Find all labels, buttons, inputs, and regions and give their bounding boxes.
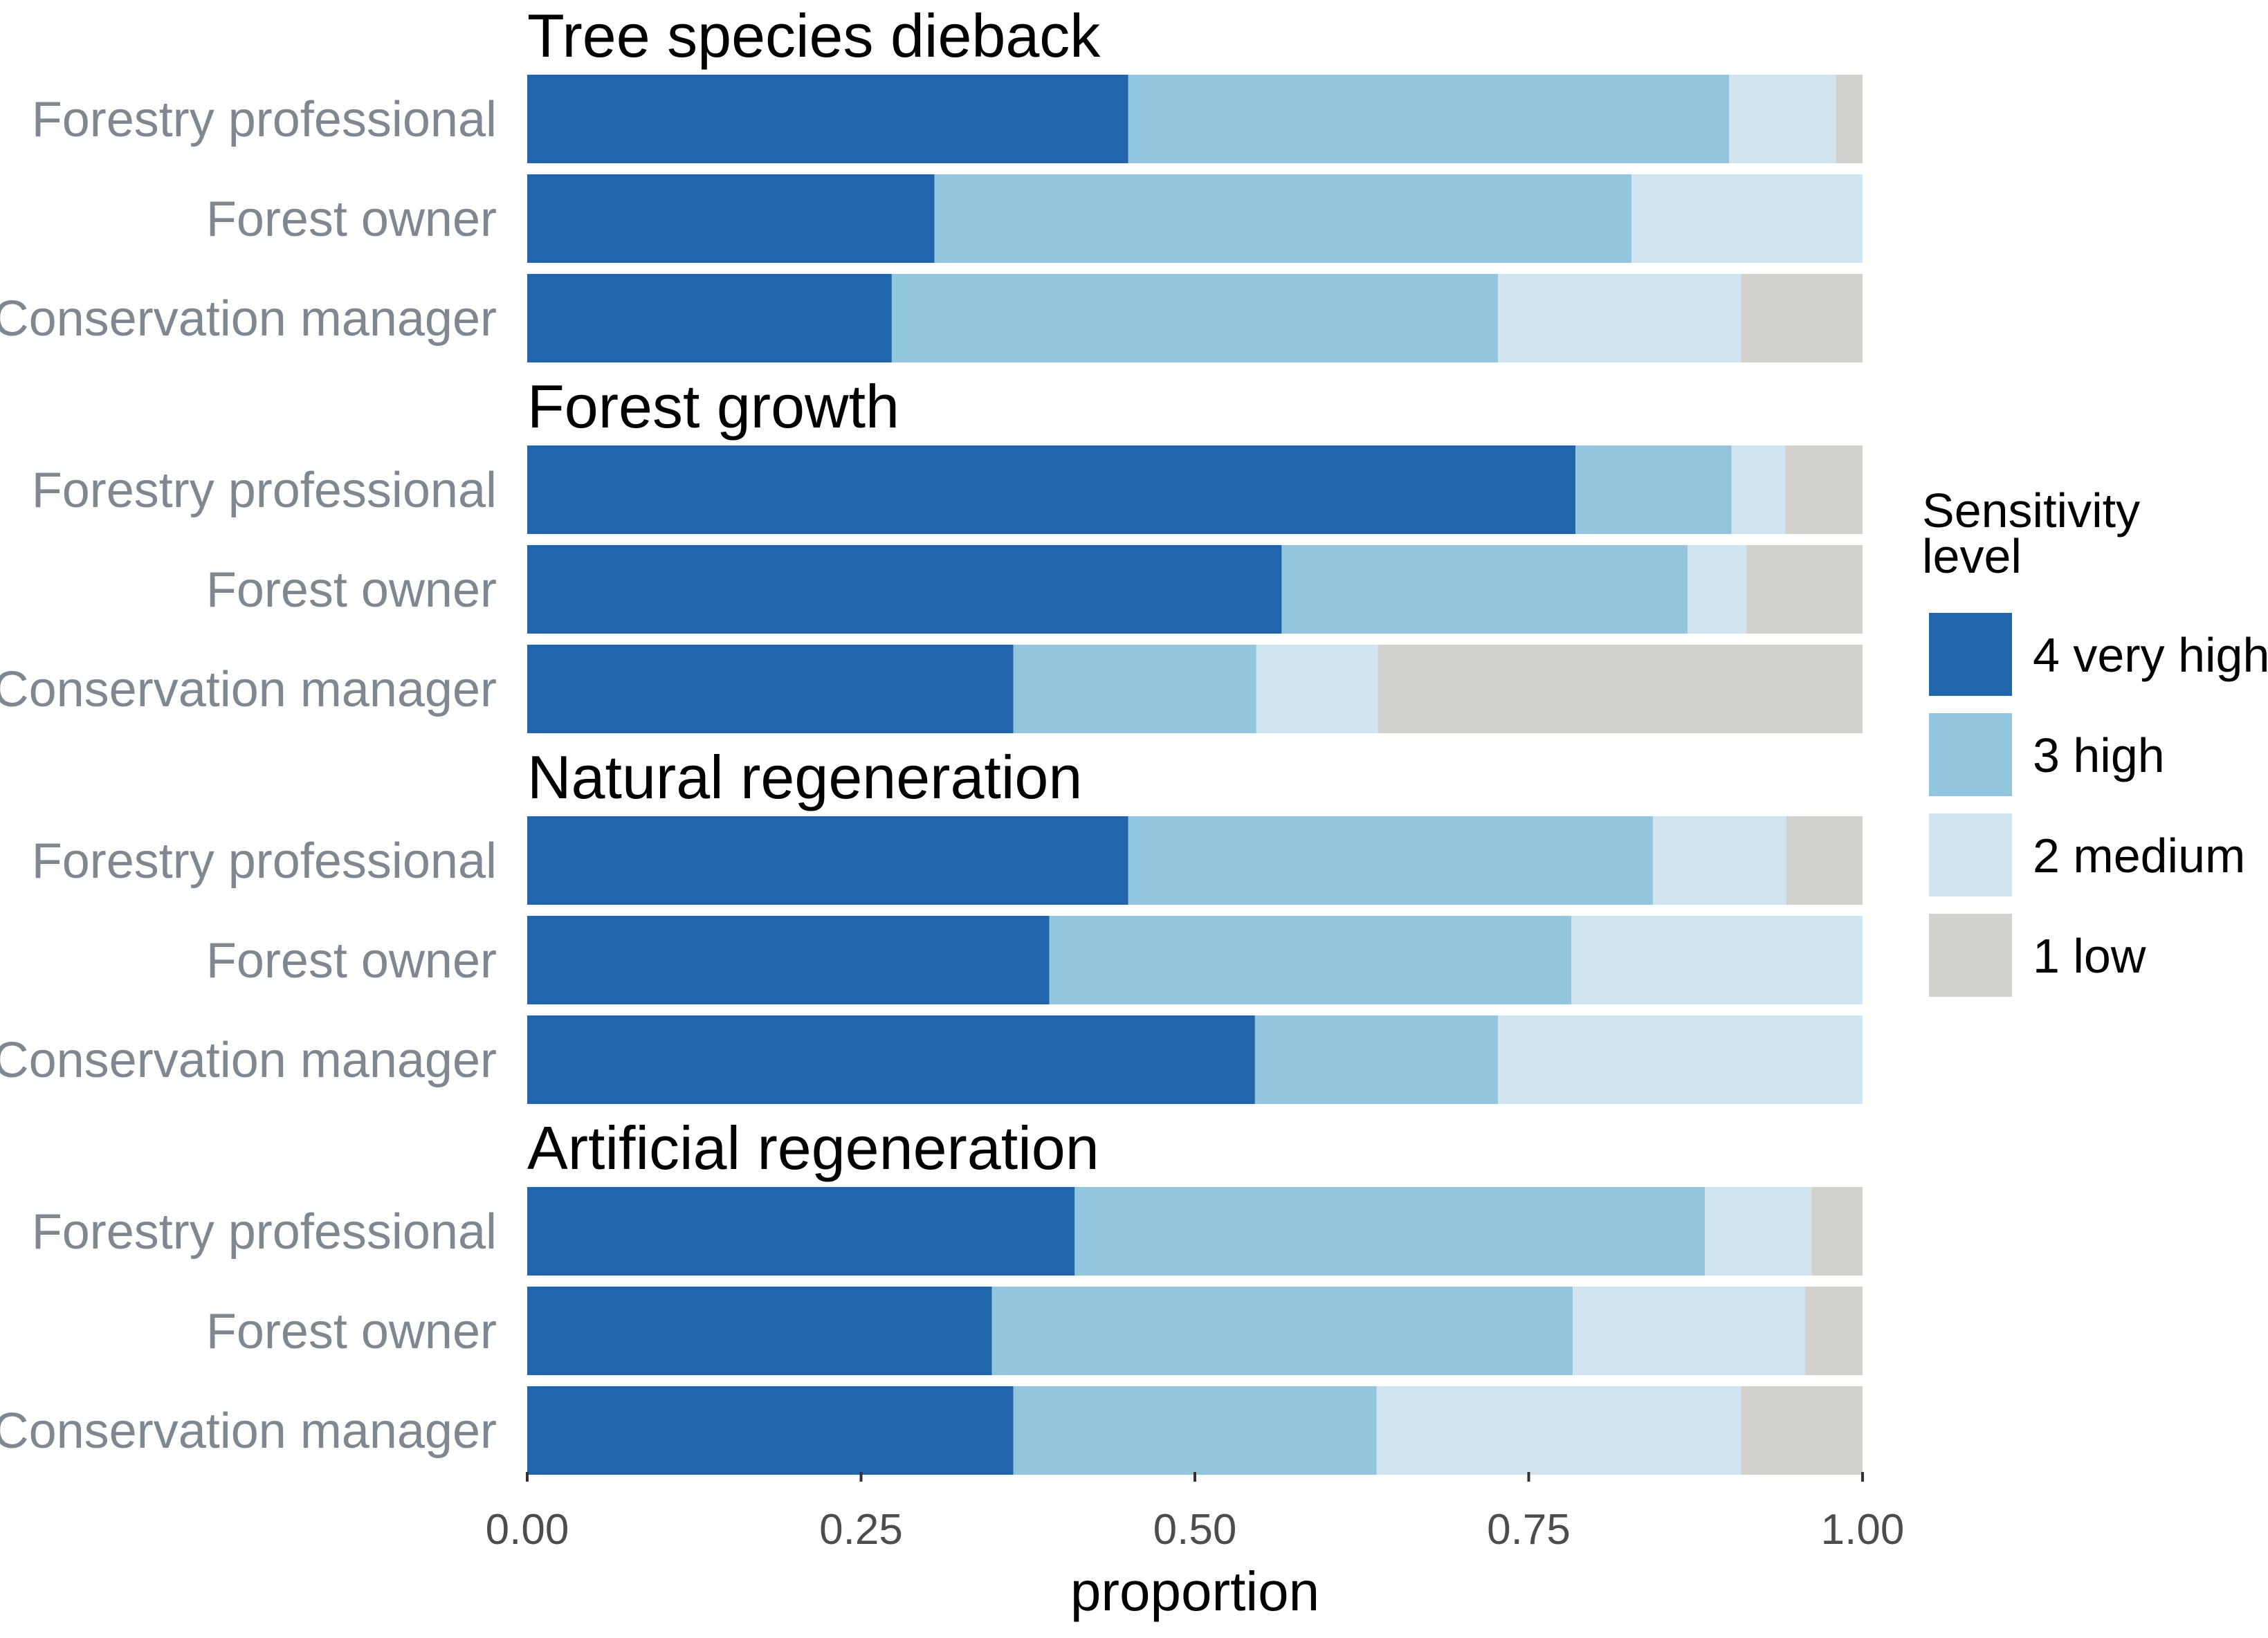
bar-segment-high <box>1575 445 1732 534</box>
legend-title: level <box>1922 529 2022 583</box>
bar-segment-high <box>1013 1386 1377 1475</box>
row-label: Forestry professional <box>32 1204 497 1260</box>
legend-swatch-high <box>1929 713 2012 796</box>
legend-label: 4 very high <box>2033 628 2268 682</box>
bar-segment-very_high <box>527 916 1050 1004</box>
bar-segment-very_high <box>527 445 1576 534</box>
bar-segment-medium <box>1731 445 1786 534</box>
bar-segment-very_high <box>527 1187 1075 1276</box>
x-tick-label: 1.00 <box>1821 1506 1905 1554</box>
bar-segment-high <box>1049 916 1572 1004</box>
bar-segment-very_high <box>527 174 935 263</box>
legend-swatch-medium <box>1929 813 2012 896</box>
facet-title: Natural regeneration <box>527 743 1082 811</box>
facet-title: Artificial regeneration <box>527 1114 1099 1182</box>
legend-label: 3 high <box>2033 728 2165 782</box>
legend-label: 2 medium <box>2033 829 2245 883</box>
row-label: Forestry professional <box>32 834 497 889</box>
bar-segment-high <box>1128 816 1653 905</box>
bar-segment-medium <box>1571 916 1863 1004</box>
bar-segment-very_high <box>527 274 892 362</box>
bar-segment-high <box>1281 545 1688 634</box>
facet-title: Tree species dieback <box>527 1 1101 70</box>
row-label: Conservation manager <box>0 662 497 717</box>
bar-segment-very_high <box>527 545 1282 634</box>
bar-segment-very_high <box>527 1015 1255 1104</box>
bar-segment-low <box>1741 1386 1863 1475</box>
bar-segment-high <box>1074 1187 1705 1276</box>
bar-segment-high <box>934 174 1632 263</box>
bar-segment-medium <box>1688 545 1747 634</box>
bar-segment-medium <box>1498 274 1741 362</box>
legend-swatch-very_high <box>1929 613 2012 696</box>
bar-segment-medium <box>1376 1386 1741 1475</box>
bar-segment-high <box>1013 645 1256 733</box>
bar-segment-low <box>1378 645 1863 733</box>
bar-segment-very_high <box>527 645 1014 733</box>
row-label: Forestry professional <box>32 92 497 147</box>
x-axis-title: proportion <box>1070 1561 1319 1622</box>
bar-segment-low <box>1805 1287 1863 1375</box>
bar-segment-medium <box>1652 816 1786 905</box>
row-label: Forest owner <box>206 1304 497 1359</box>
bar-segment-medium <box>1256 645 1378 733</box>
bar-segment-medium <box>1631 174 1863 263</box>
bar-segment-low <box>1786 816 1863 905</box>
x-tick-label: 0.00 <box>486 1506 569 1554</box>
row-label: Conservation manager <box>0 291 497 347</box>
bar-segment-very_high <box>527 1386 1014 1475</box>
bar-segment-medium <box>1705 1187 1812 1276</box>
x-tick-label: 0.25 <box>819 1506 903 1554</box>
bar-segment-high <box>891 274 1499 362</box>
bar-segment-high <box>991 1287 1573 1375</box>
bar-segment-low <box>1785 445 1863 534</box>
facet-title: Forest growth <box>527 372 899 441</box>
bar-segment-very_high <box>527 816 1128 905</box>
bar-segment-low <box>1836 75 1863 163</box>
bar-segment-low <box>1741 274 1863 362</box>
bar-segment-low <box>1746 545 1863 634</box>
bar-segment-low <box>1811 1187 1863 1276</box>
bar-segment-high <box>1128 75 1729 163</box>
bar-segment-very_high <box>527 75 1128 163</box>
row-label: Forest owner <box>206 192 497 247</box>
bar-segment-very_high <box>527 1287 992 1375</box>
bar-segment-medium <box>1729 75 1836 163</box>
row-label: Conservation manager <box>0 1033 497 1088</box>
x-tick-label: 0.75 <box>1487 1506 1571 1554</box>
row-label: Forest owner <box>206 562 497 618</box>
legend-title: Sensitivity <box>1922 484 2140 537</box>
bar-segment-high <box>1254 1015 1499 1104</box>
row-label: Conservation manager <box>0 1404 497 1459</box>
legend-swatch-low <box>1929 914 2012 997</box>
row-label: Forest owner <box>206 933 497 988</box>
x-tick-label: 0.50 <box>1153 1506 1237 1554</box>
legend-label: 1 low <box>2033 929 2146 983</box>
row-label: Forestry professional <box>32 463 497 518</box>
bar-segment-medium <box>1573 1287 1806 1375</box>
bar-segment-medium <box>1498 1015 1863 1104</box>
